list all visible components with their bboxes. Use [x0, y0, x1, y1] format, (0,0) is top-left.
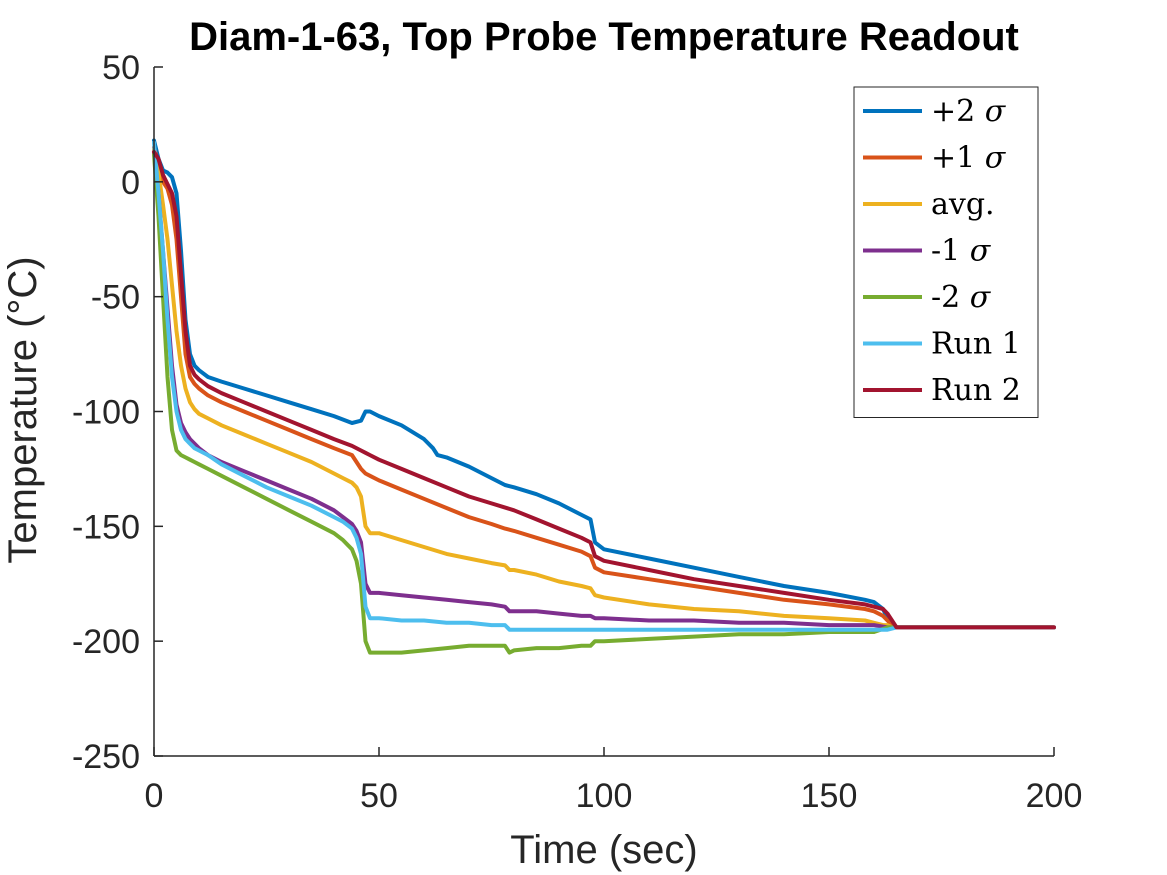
y-tick-label: -150 [72, 508, 140, 546]
series-line-2 [152, 145, 1056, 630]
x-tick-label: 150 [801, 777, 858, 815]
chart-title: Diam-1-63, Top Probe Temperature Readout [189, 15, 1019, 59]
legend-label: Run 2 [931, 373, 1021, 408]
legend-label: +1 σ [931, 141, 1007, 176]
legend-label: avg. [931, 187, 995, 222]
series-line-5 [152, 152, 1056, 655]
legend-label: +2 σ [931, 94, 1007, 129]
y-tick-label: -200 [72, 623, 140, 661]
y-tick-label: -50 [91, 279, 140, 317]
plot-area [152, 138, 1056, 655]
series-line-4 [152, 150, 1056, 630]
legend-label: -2 σ [931, 280, 992, 315]
series-line-7 [152, 150, 1056, 630]
y-axis-label: Temperature (°C) [1, 256, 45, 563]
legend: +2 σ +1 σ avg. -1 σ -2 σ Run 1 Run 2 [853, 86, 1039, 418]
x-tick-label: 100 [576, 777, 633, 815]
series-line-1 [152, 138, 1056, 630]
x-tick-label: 200 [1026, 777, 1083, 815]
series-line-3 [152, 147, 1056, 630]
y-tick-label: -250 [72, 738, 140, 776]
x-axis-label: Time (sec) [510, 828, 697, 872]
legend-label: Run 1 [931, 327, 1021, 362]
series-line-6 [152, 140, 1056, 632]
x-tick-label: 0 [145, 777, 164, 815]
y-tick-label: -100 [72, 394, 140, 432]
y-tick-label: 50 [102, 49, 140, 87]
x-tick-label: 50 [360, 777, 398, 815]
legend-label: -1 σ [931, 234, 992, 269]
y-tick-label: 0 [121, 164, 140, 202]
